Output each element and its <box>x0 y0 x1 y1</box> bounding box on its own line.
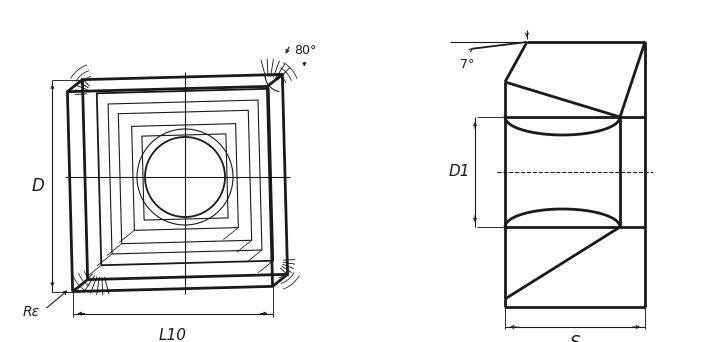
Text: S: S <box>570 334 580 342</box>
Text: Rε: Rε <box>23 305 40 319</box>
Text: D: D <box>32 176 45 195</box>
Text: 7°: 7° <box>460 57 474 70</box>
Text: 80°: 80° <box>294 44 317 57</box>
Text: L10: L10 <box>159 328 187 342</box>
Text: D1: D1 <box>449 165 470 180</box>
